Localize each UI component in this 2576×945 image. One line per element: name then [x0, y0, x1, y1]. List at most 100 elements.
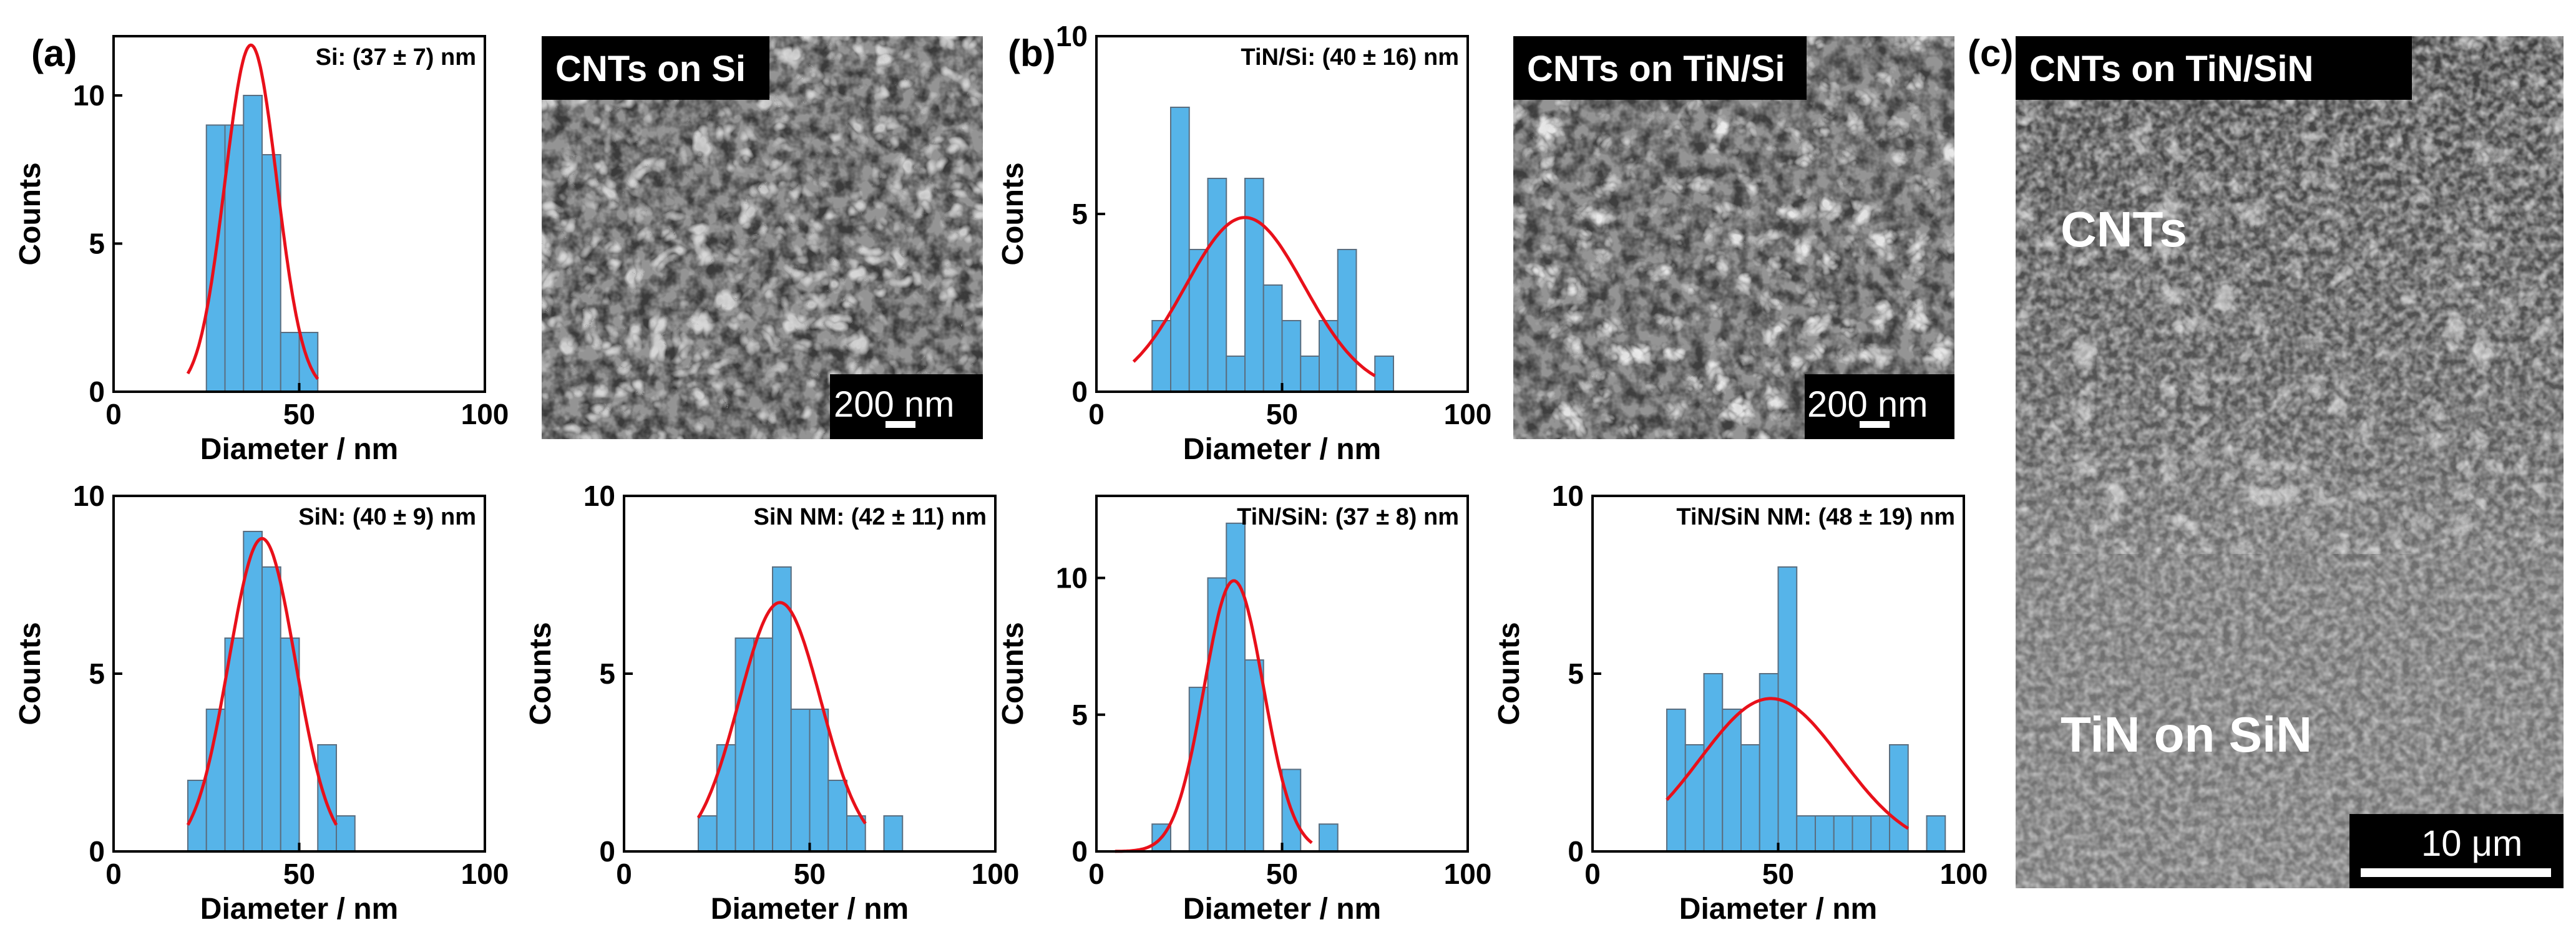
- histogram-bar: [1722, 709, 1742, 852]
- region-label-tin-on-sin: TiN on SiN: [2061, 707, 2312, 762]
- y-tick-label: 5: [599, 657, 615, 690]
- x-tick-label: 100: [1444, 858, 1492, 890]
- sem-title-cnts-on-tin-si: CNTs on TiN/Si: [1527, 49, 1785, 89]
- x-tick-label: 100: [461, 398, 509, 430]
- x-tick-label: 0: [1088, 858, 1105, 890]
- x-axis-title: Diameter / nm: [1183, 893, 1381, 926]
- y-tick-label: 10: [73, 480, 105, 512]
- histogram-tin-sin: 0 50 100 0 5 10 Diameter / nm Counts TiN/SiN: (3…: [997, 495, 1492, 926]
- y-tick-label: 0: [599, 835, 615, 868]
- y-tick-label: 0: [89, 835, 105, 868]
- x-tick-label: 0: [616, 858, 632, 890]
- histogram-bar: [1684, 744, 1705, 852]
- histogram-sin: 0 50 100 0 5 10 Diameter / nm Counts SiN: (40 ± …: [14, 480, 509, 926]
- x-axis-title: Diameter / nm: [200, 433, 398, 466]
- histogram-bar: [827, 780, 847, 852]
- scale-bar: [886, 421, 915, 428]
- y-tick-label: 0: [1568, 835, 1584, 868]
- gaussian-fit-line: [1115, 579, 1313, 853]
- histogram-bar: [1777, 566, 1798, 852]
- sem-title-box: [2016, 36, 2412, 100]
- histogram-bar: [1244, 659, 1264, 852]
- x-tick-label: 50: [283, 398, 315, 430]
- histogram-bar: [753, 637, 773, 852]
- histogram-bar: [243, 95, 263, 392]
- x-tick-label: 0: [1088, 398, 1105, 430]
- region-label-cnts: CNTs: [2061, 201, 2187, 257]
- x-tick-label: 100: [461, 858, 509, 890]
- x-tick-label: 50: [794, 858, 826, 890]
- x-tick-label: 50: [1266, 398, 1298, 430]
- histogram-tin-sin-nm: 0 50 100 0 5 10 Diameter / nm Counts TiN/SiN NM:…: [1493, 480, 1988, 926]
- y-axis-title: Counts: [1493, 622, 1526, 725]
- y-tick-label: 0: [89, 376, 105, 408]
- y-axis-title: Counts: [14, 162, 47, 265]
- histogram-bar: [336, 815, 356, 852]
- x-tick-label: 50: [1266, 858, 1298, 890]
- y-axis-title: Counts: [997, 162, 1030, 265]
- scale-bar-box: [830, 374, 983, 439]
- histogram-bar: [1796, 815, 1816, 852]
- y-axis-title: Counts: [14, 622, 47, 725]
- histogram-bar: [883, 815, 904, 852]
- scale-bar-label: 200 nm: [834, 384, 954, 425]
- x-axis-title: Diameter / nm: [1679, 893, 1877, 926]
- sem-title-box: [542, 36, 769, 100]
- x-axis-title: Diameter / nm: [200, 893, 398, 926]
- histogram-bar: [1244, 178, 1264, 392]
- y-tick-label: 5: [1071, 198, 1088, 230]
- histogram-fit-title: TiN/Si: (40 ± 16) nm: [1241, 44, 1459, 70]
- histogram-bar: [1170, 107, 1190, 392]
- histogram-fit-title: TiN/SiN NM: (48 ± 19) nm: [1676, 504, 1955, 530]
- histogram-bar: [698, 815, 718, 852]
- histogram-bar: [1374, 356, 1394, 392]
- x-axis-title: Diameter / nm: [711, 893, 909, 926]
- sem-title-box: [1513, 36, 1807, 100]
- histogram-bar: [1889, 744, 1909, 852]
- histogram-bar: [809, 709, 829, 852]
- y-tick-label: 5: [1071, 699, 1088, 731]
- histogram-bar: [1870, 815, 1890, 852]
- histogram-bar: [1337, 249, 1357, 392]
- y-tick-label: 5: [1568, 657, 1584, 690]
- histogram-si: 0 50 100 0 5 10 Diameter / nm Counts Si: (37 ± 7…: [14, 35, 509, 466]
- histogram-bar: [1262, 284, 1283, 392]
- histogram-bar: [1281, 320, 1302, 392]
- scale-bar-label: 10 μm: [2421, 823, 2522, 864]
- histogram-bar: [1852, 815, 1872, 852]
- y-tick-label: 0: [1071, 376, 1088, 408]
- y-tick-label: 10: [1552, 480, 1584, 512]
- scale-bar-box: [1805, 374, 1954, 439]
- sem-image-cnts-on-si: CNTs on Si 200 nm: [542, 36, 983, 439]
- scale-bar: [1860, 421, 1890, 428]
- x-tick-label: 50: [1762, 858, 1794, 890]
- histogram-fit-title: SiN: (40 ± 9) nm: [298, 504, 476, 530]
- histogram-fit-title: SiN NM: (42 ± 11) nm: [754, 504, 987, 530]
- histogram-fit-title: Si: (37 ± 7) nm: [316, 44, 476, 70]
- histogram-bar: [243, 531, 263, 852]
- histogram-bar: [1226, 356, 1246, 392]
- scale-bar: [2361, 868, 2551, 877]
- y-tick-label: 5: [89, 657, 105, 690]
- histogram-bar: [261, 566, 281, 852]
- sem-title-cnts-on-tin-sin: CNTs on TiN/SiN: [2029, 49, 2313, 89]
- histogram-bar: [187, 780, 207, 852]
- histogram-bar: [280, 332, 300, 392]
- histogram-sin-nm: 0 50 100 0 5 10 Diameter / nm Counts SiN NM: (42…: [524, 480, 1019, 926]
- scale-bar-label: 200 nm: [1807, 384, 1928, 425]
- histogram-bar: [1740, 744, 1760, 852]
- histogram-bar: [317, 744, 337, 852]
- histogram-bar: [1319, 823, 1339, 852]
- sem-image-cnts-on-tin-si: CNTs on TiN/Si 200 nm: [1513, 36, 1954, 439]
- histogram-bar: [1926, 815, 1946, 852]
- histogram-bar: [1703, 673, 1724, 852]
- x-tick-label: 0: [105, 398, 122, 430]
- histogram-bar: [1226, 522, 1246, 852]
- sem-title-cnts-on-si: CNTs on Si: [555, 49, 746, 89]
- histogram-bar: [1151, 320, 1171, 392]
- y-axis-title: Counts: [997, 622, 1030, 725]
- histogram-bar: [1815, 815, 1835, 852]
- histogram-bar: [1188, 249, 1209, 392]
- histogram-bar: [734, 637, 755, 852]
